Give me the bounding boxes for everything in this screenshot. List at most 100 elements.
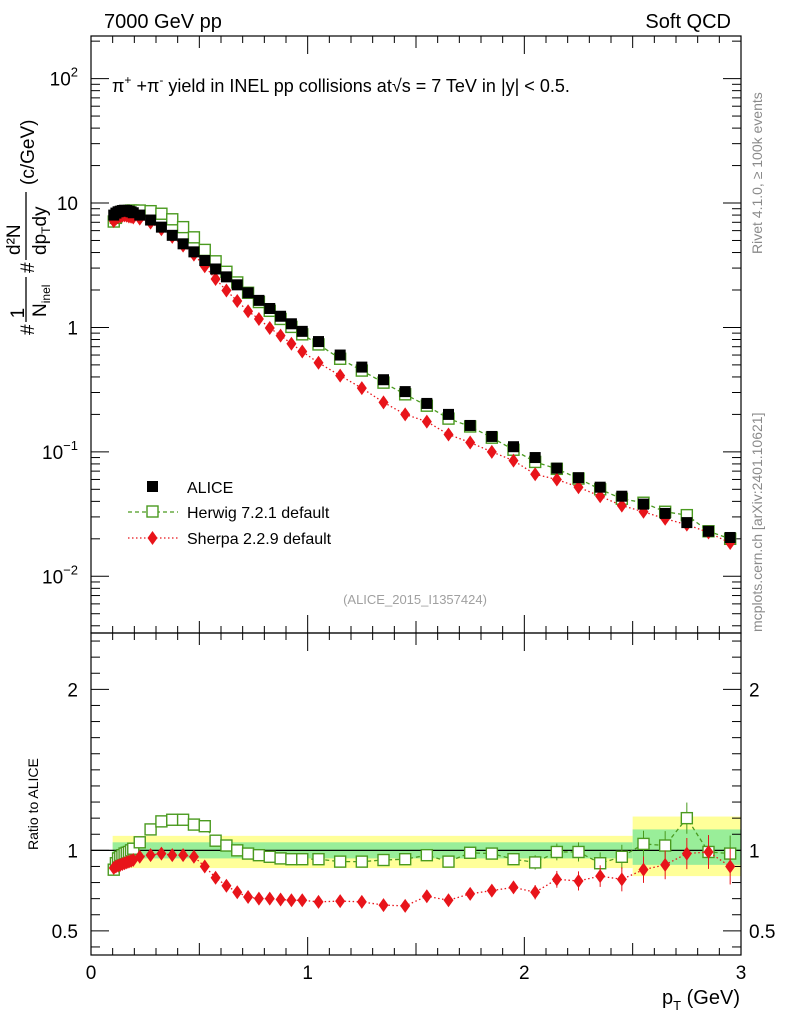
alice-point [134, 209, 146, 221]
xlabel-t: T [673, 998, 681, 1013]
herwig-point [220, 839, 233, 852]
herwig-point [187, 818, 201, 831]
sherpa-point [378, 395, 389, 410]
ratio-series [107, 802, 737, 913]
xlabel-unit: (GeV) [681, 987, 740, 1009]
ylabel-n: N [30, 303, 51, 317]
sherpa-point [616, 498, 627, 513]
sherpa-point [145, 848, 156, 863]
alice-point [231, 279, 243, 291]
herwig-point [241, 847, 255, 860]
herwig-point [296, 853, 309, 866]
series-line-herwig [113, 817, 731, 870]
sherpa-point [443, 427, 454, 442]
sherpa-point [725, 859, 736, 874]
herwig-point [550, 845, 564, 859]
alice-point [275, 310, 287, 322]
sherpa-point [573, 480, 584, 495]
sherpa-point [286, 336, 297, 351]
tick-base: 10 [42, 443, 63, 464]
herwig-point [355, 855, 369, 868]
sherpa-point [264, 891, 275, 906]
herwig-point [209, 834, 222, 847]
x-tick-label: 1 [302, 963, 313, 984]
sherpa-point [335, 894, 346, 909]
title-sup-minus: - [159, 73, 163, 87]
x-axis-label: pT (GeV) [662, 987, 740, 1013]
alice-point [486, 430, 498, 442]
sherpa-point [616, 872, 627, 887]
herwig-point [155, 207, 168, 220]
ratio-y-tick-labels: 0.5 0.5 1 1 2 2 [52, 680, 776, 943]
alice-point [594, 481, 606, 493]
alice-point [573, 472, 584, 484]
sherpa-point [156, 846, 167, 861]
alice-point [285, 318, 297, 330]
sherpa-point [400, 898, 411, 913]
tick-base: 10 [50, 70, 71, 91]
x-tick-label: 3 [736, 963, 747, 984]
ratio-y-tick-label-right: 0.5 [749, 922, 775, 943]
sherpa-point [313, 355, 324, 370]
alice-point [421, 397, 433, 409]
ratio-y-tick-label-left: 2 [67, 680, 78, 701]
ratio-plot: 0.5 0.5 1 1 2 2 0 1 2 3 Ratio to ALICE pT (GeV) [25, 632, 776, 1013]
sherpa-point [286, 893, 297, 908]
legend-herwig-label: Herwig 7.2.1 default [187, 505, 330, 522]
sherpa-point [199, 859, 210, 874]
ylabel-inel: inel [39, 285, 53, 304]
sherpa-point [703, 844, 714, 859]
legend-sherpa-label: Sherpa 2.2.9 default [187, 531, 332, 548]
alice-point [638, 498, 649, 510]
main-y-tick-label: 102 [50, 65, 78, 91]
sherpa-point [232, 885, 243, 900]
ylabel-one: 1 [8, 308, 29, 319]
herwig-point [133, 836, 146, 849]
alice-point [313, 336, 324, 348]
title-mid: +π [131, 76, 159, 96]
sherpa-point [486, 883, 497, 898]
herwig-point [176, 220, 190, 234]
header-right: Soft QCD [645, 11, 731, 33]
herwig-point [187, 231, 201, 244]
ratio-axis-ticks [90, 633, 742, 955]
tick-base: 10 [42, 567, 63, 588]
alice-point [681, 517, 693, 529]
main-y-axis-label: #1 Ninel # d²N dpTdy (c/GeV) [4, 120, 53, 335]
sherpa-point [486, 444, 497, 459]
sherpa-point [134, 849, 145, 864]
alice-point [296, 325, 308, 337]
alice-point [127, 207, 139, 219]
sherpa-point [508, 453, 519, 468]
herwig-point [528, 856, 542, 869]
alice-point [177, 238, 189, 250]
plot-title: π+ +π- yield in INEL pp collisions at√s … [112, 73, 570, 96]
sherpa-point [465, 435, 476, 450]
herwig-point [398, 853, 412, 866]
main-y-tick-label: 10−1 [42, 438, 78, 464]
herwig-point [463, 846, 477, 859]
sherpa-point [356, 381, 367, 396]
sherpa-point [660, 857, 671, 872]
sherpa-point [530, 885, 541, 900]
sherpa-point [275, 892, 286, 907]
herwig-point [680, 811, 694, 825]
tick-base: 10 [57, 194, 78, 215]
analysis-watermark: (ALICE_2015_I1357424) [343, 592, 487, 607]
sherpa-point [681, 846, 692, 861]
sherpa-point [297, 344, 308, 359]
alice-point [378, 374, 389, 386]
herwig-point [420, 848, 434, 862]
herwig-point [198, 820, 211, 833]
legend-sherpa-marker [147, 531, 158, 545]
title-post: yield in INEL pp collisions at [163, 76, 391, 96]
legend: ALICE Herwig 7.2.1 default Sherpa 2.2.9 … [128, 480, 332, 548]
alice-point [551, 462, 563, 474]
alice-point [253, 294, 265, 306]
title-tail: = 7 TeV in |y| < 0.5. [411, 76, 570, 96]
title-sup-plus: + [124, 73, 131, 87]
tick-exponent: −2 [63, 562, 78, 577]
